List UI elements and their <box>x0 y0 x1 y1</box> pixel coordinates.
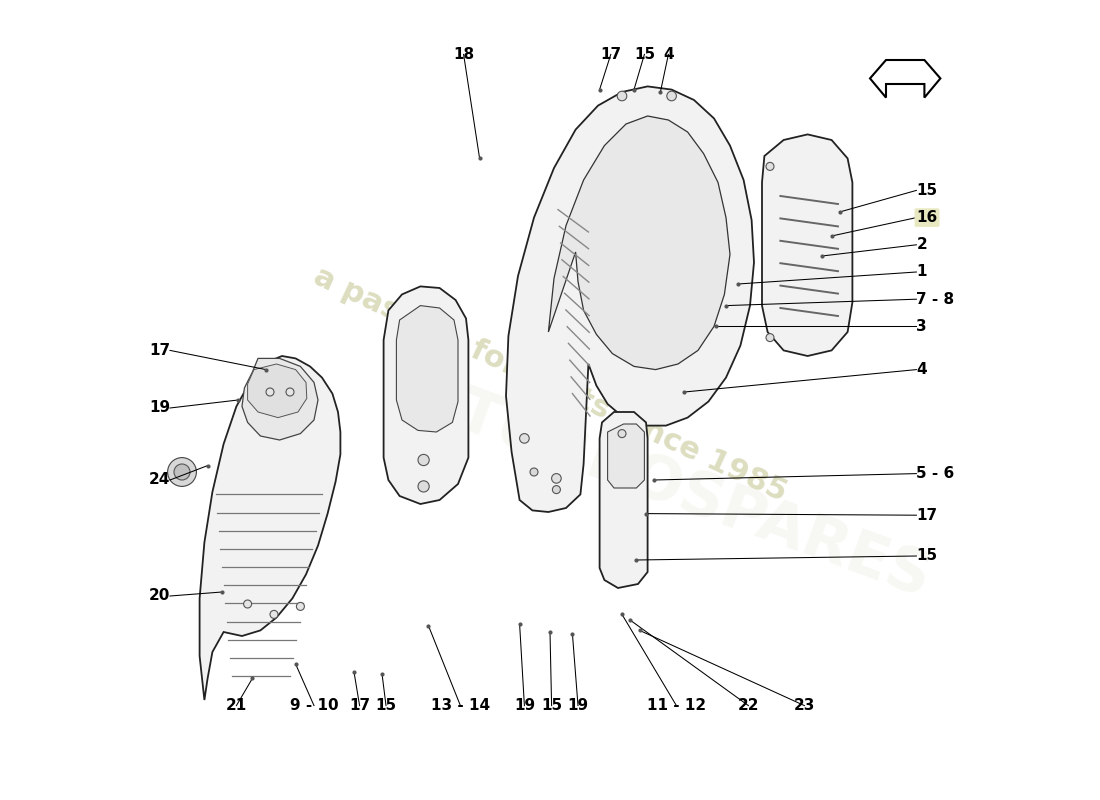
Polygon shape <box>762 134 852 356</box>
Text: 7 - 8: 7 - 8 <box>916 292 955 306</box>
Polygon shape <box>549 116 730 370</box>
Text: 15: 15 <box>916 183 937 198</box>
Text: 23: 23 <box>794 698 815 713</box>
Text: TURBOSPARES: TURBOSPARES <box>449 382 939 610</box>
Text: 1: 1 <box>916 265 927 279</box>
Text: 17: 17 <box>148 343 170 358</box>
Text: 21: 21 <box>226 698 248 713</box>
Circle shape <box>270 610 278 618</box>
Circle shape <box>296 602 305 610</box>
Polygon shape <box>870 60 940 98</box>
Circle shape <box>286 388 294 396</box>
Text: 19: 19 <box>514 698 535 713</box>
Circle shape <box>418 454 429 466</box>
Text: 2: 2 <box>916 238 927 252</box>
Polygon shape <box>199 356 340 700</box>
Polygon shape <box>242 358 318 440</box>
Text: 15: 15 <box>541 698 562 713</box>
Text: 17: 17 <box>349 698 371 713</box>
Text: 4: 4 <box>916 362 927 377</box>
Circle shape <box>617 91 627 101</box>
Text: 15: 15 <box>634 47 654 62</box>
Text: 15: 15 <box>916 549 937 563</box>
Text: 13 - 14: 13 - 14 <box>431 698 490 713</box>
Circle shape <box>667 91 676 101</box>
Circle shape <box>766 334 774 342</box>
Text: 19: 19 <box>148 401 170 415</box>
Text: 9 - 10: 9 - 10 <box>289 698 339 713</box>
Text: 20: 20 <box>148 589 170 603</box>
Polygon shape <box>248 364 307 418</box>
Text: 16: 16 <box>916 210 937 225</box>
Circle shape <box>243 600 252 608</box>
Polygon shape <box>396 306 458 432</box>
Circle shape <box>174 464 190 480</box>
Text: 17: 17 <box>916 508 937 522</box>
Text: 3: 3 <box>916 319 927 334</box>
Text: 4: 4 <box>663 47 673 62</box>
Text: 18: 18 <box>453 47 474 62</box>
Text: 15: 15 <box>375 698 397 713</box>
Text: 24: 24 <box>148 473 170 487</box>
Text: 22: 22 <box>738 698 759 713</box>
Text: 5 - 6: 5 - 6 <box>916 466 955 481</box>
Circle shape <box>766 162 774 170</box>
Polygon shape <box>384 286 469 504</box>
Polygon shape <box>600 412 648 588</box>
Circle shape <box>530 468 538 476</box>
Circle shape <box>167 458 197 486</box>
Circle shape <box>519 434 529 443</box>
Circle shape <box>418 481 429 492</box>
Circle shape <box>551 474 561 483</box>
Polygon shape <box>607 424 645 488</box>
Text: 19: 19 <box>568 698 588 713</box>
Circle shape <box>266 388 274 396</box>
Text: a passion for parts since 1985: a passion for parts since 1985 <box>309 262 791 506</box>
Polygon shape <box>506 86 754 512</box>
Text: 17: 17 <box>601 47 621 62</box>
Circle shape <box>618 430 626 438</box>
Circle shape <box>552 486 560 494</box>
Text: 11 - 12: 11 - 12 <box>647 698 706 713</box>
